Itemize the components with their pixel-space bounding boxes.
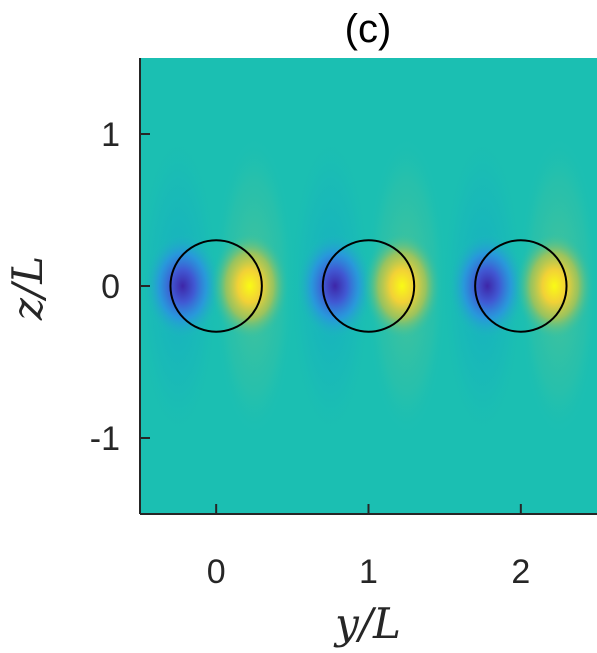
circle-marker-2 bbox=[474, 239, 568, 333]
y-axis-label: z/L bbox=[3, 256, 52, 321]
chart-title: (c) bbox=[345, 7, 392, 51]
positive-lobe-core bbox=[210, 231, 290, 341]
x-axis-label: y/L bbox=[333, 599, 401, 648]
y-tick-label: 1 bbox=[101, 116, 120, 154]
y-tick-label: -1 bbox=[90, 420, 120, 458]
negative-lobe-core bbox=[143, 231, 223, 341]
positive-lobe-core bbox=[362, 231, 442, 341]
circle-overlays bbox=[169, 239, 568, 333]
negative-lobe-core bbox=[447, 231, 527, 341]
circle-marker-0 bbox=[169, 239, 263, 333]
x-axis-ticks: 0 1 2 bbox=[207, 504, 530, 591]
negative-lobe-core bbox=[295, 231, 375, 341]
x-tick-label: 2 bbox=[511, 553, 530, 591]
y-tick-label: 0 bbox=[101, 268, 120, 306]
circle-marker-1 bbox=[321, 239, 416, 333]
y-axis-ticks: 1 0 -1 bbox=[90, 116, 150, 458]
x-tick-label: 1 bbox=[359, 553, 378, 591]
positive-lobe-core bbox=[514, 231, 594, 341]
x-tick-label: 0 bbox=[207, 553, 226, 591]
heatmap-field bbox=[140, 134, 597, 438]
